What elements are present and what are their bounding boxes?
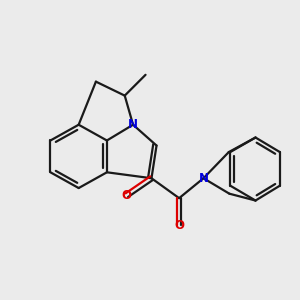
Text: N: N [199,172,208,185]
Text: O: O [122,189,132,202]
Text: O: O [174,219,184,232]
Text: N: N [128,118,138,131]
